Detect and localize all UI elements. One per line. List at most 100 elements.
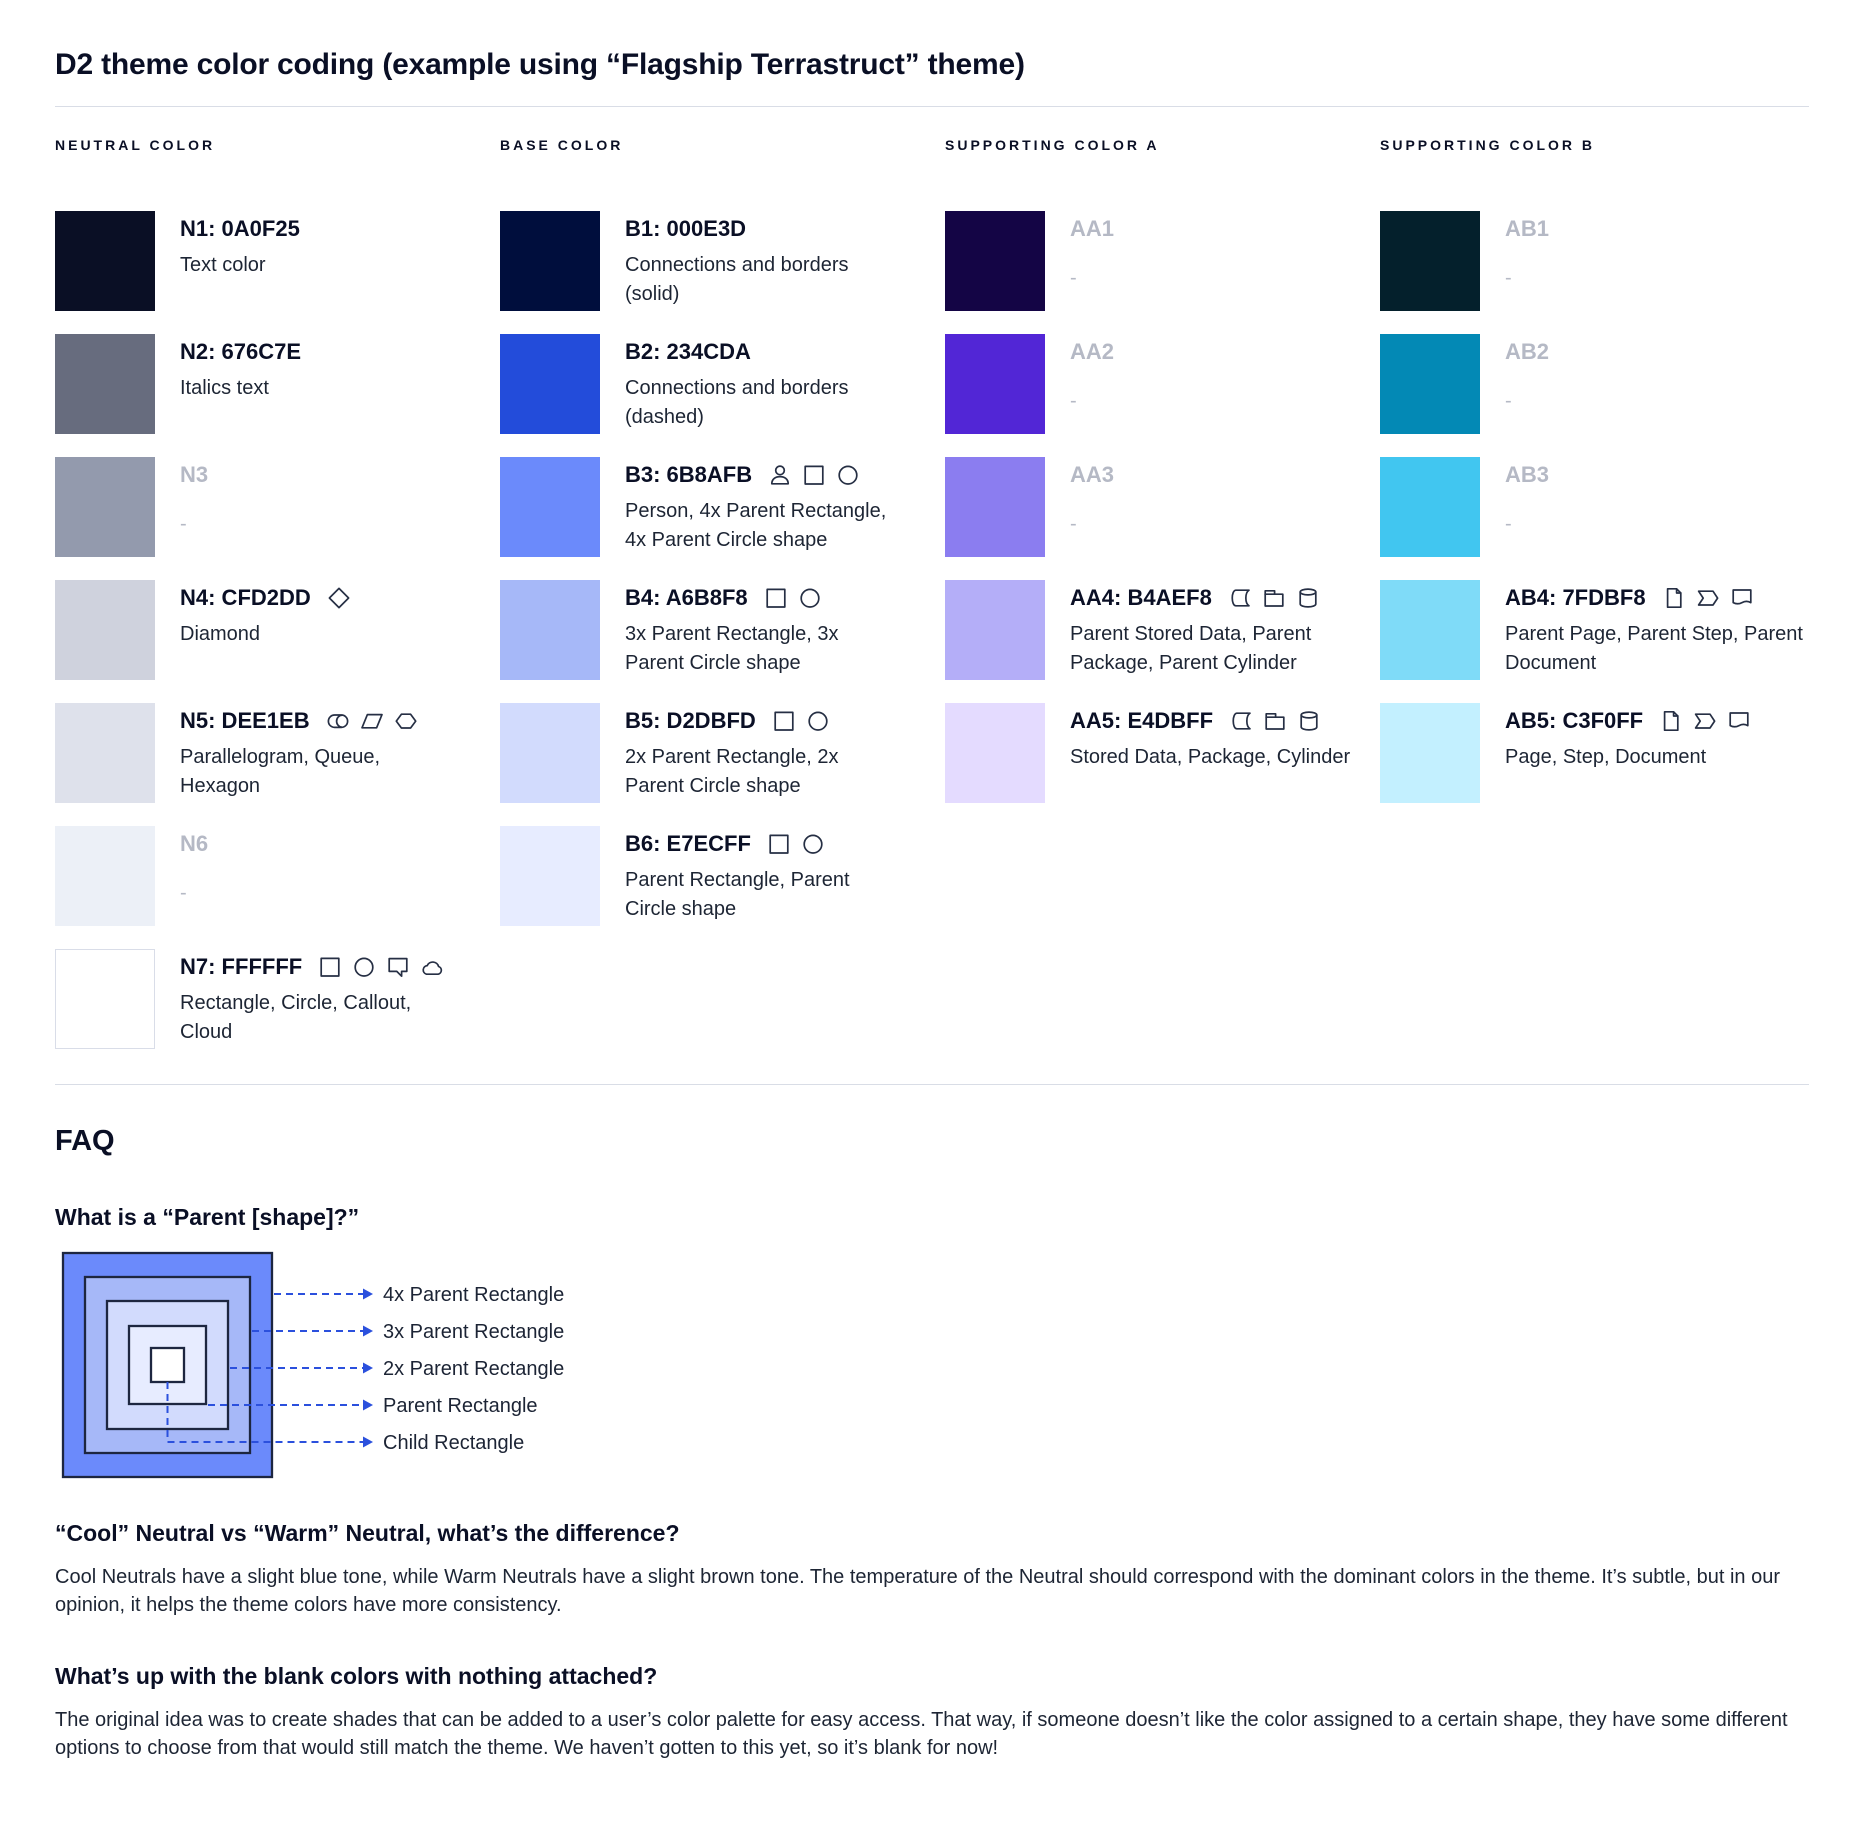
arrowhead-icon (363, 1362, 373, 1374)
swatch-icons (1228, 586, 1320, 610)
swatch-icons (1229, 709, 1321, 733)
swatch-info: B2: 234CDA Connections and borders (dash… (625, 334, 897, 434)
color-swatch (500, 580, 600, 680)
swatch-title: AB5: C3F0FF (1505, 708, 1751, 734)
swatch-label: B2: 234CDA (625, 339, 751, 364)
swatch-info: B4: A6B8F8 3x Parent Rectangle, 3x Paren… (625, 580, 897, 680)
swatch-description: Diamond (180, 623, 261, 645)
rectangle-icon (764, 586, 788, 610)
swatch-icons (764, 586, 822, 610)
swatch-row: B6: E7ECFF Parent Rectangle, Parent Circ… (500, 826, 945, 926)
swatch-row: B3: 6B8AFB Person, 4x Parent Rectangle, … (500, 457, 945, 557)
cloud-icon (420, 955, 444, 979)
question-heading-blank-colors: What’s up with the blank colors with not… (55, 1663, 658, 1689)
swatch-row: AB3 - (1380, 457, 1825, 557)
swatch-description: - (1505, 390, 1512, 412)
swatch-label: N6 (180, 831, 209, 856)
swatch-description: - (1070, 267, 1077, 289)
rectangle-icon (767, 832, 791, 856)
arrowhead-icon (363, 1288, 373, 1300)
step-icon (1696, 586, 1720, 610)
package-icon (1262, 586, 1286, 610)
swatch-icons (1662, 586, 1754, 610)
swatch-title: AB3 (1505, 462, 1565, 488)
swatch-row: B2: 234CDA Connections and borders (dash… (500, 334, 945, 434)
swatch-info: AA3 - (1070, 457, 1130, 557)
swatch-title: N7: FFFFFF (180, 954, 444, 980)
swatch-title: AB2 (1505, 339, 1565, 365)
swatch-info: N6 - (180, 826, 224, 926)
swatch-label: B3: 6B8AFB (625, 462, 753, 487)
color-swatch (500, 211, 600, 311)
column-rows: AA1 - AA2 - AA3 - AA4: (945, 211, 1380, 803)
swatch-description: Italics text (180, 377, 269, 399)
circle-icon (798, 586, 822, 610)
swatch-label: N2: 676C7E (180, 339, 302, 364)
swatch-row: N3 - (55, 457, 500, 557)
color-swatch (55, 703, 155, 803)
document-page: D2 theme color coding (example using “Fl… (55, 48, 1825, 1759)
swatch-info: B1: 000E3D Connections and borders (soli… (625, 211, 897, 311)
circle-icon (806, 709, 830, 733)
swatch-title: B5: D2DBFD (625, 708, 897, 734)
swatch-description: - (1505, 267, 1512, 289)
swatch-description: - (1070, 390, 1077, 412)
color-swatch (55, 334, 155, 434)
color-swatch (55, 457, 155, 557)
package-icon (1263, 709, 1287, 733)
swatch-icons (768, 463, 860, 487)
color-swatch (1380, 703, 1480, 803)
swatch-row: B1: 000E3D Connections and borders (soli… (500, 211, 945, 311)
swatch-description: 3x Parent Rectangle, 3x Parent Circle sh… (625, 623, 839, 674)
column-rows: AB1 - AB2 - AB3 - AB4: (1380, 211, 1825, 803)
swatch-row: AB1 - (1380, 211, 1825, 311)
divider (55, 1084, 1809, 1085)
swatch-info: N3 - (180, 457, 224, 557)
swatch-label: AA1 (1070, 216, 1115, 241)
page-icon (1662, 586, 1686, 610)
color-swatch (945, 703, 1045, 803)
swatch-icons (767, 832, 825, 856)
arrowhead-icon (363, 1399, 373, 1411)
swatch-icons (327, 586, 351, 610)
swatch-icons (772, 709, 830, 733)
callout-icon (386, 955, 410, 979)
swatch-row: AA3 - (945, 457, 1380, 557)
page-icon (1659, 709, 1683, 733)
diamond-icon (327, 586, 351, 610)
swatch-title: AA1 (1070, 216, 1130, 242)
swatch-title: B6: E7ECFF (625, 831, 897, 857)
column-header: NEUTRAL COLOR (55, 137, 216, 153)
arrowhead-icon (363, 1325, 373, 1337)
answer-text: The original idea was to create shades t… (55, 1709, 1788, 1759)
swatch-row: AA1 - (945, 211, 1380, 311)
color-swatch (55, 949, 155, 1049)
diagram-label: Parent Rectangle (383, 1395, 538, 1417)
swatch-description: Connections and borders (solid) (625, 254, 849, 305)
swatch-info: AB4: 7FDBF8 Parent Page, Parent Step, Pa… (1505, 580, 1825, 680)
swatch-title: N1: 0A0F25 (180, 216, 316, 242)
swatch-row: AB5: C3F0FF Page, Step, Document (1380, 703, 1825, 803)
swatch-info: N4: CFD2DD Diamond (180, 580, 351, 680)
swatch-row: AB2 - (1380, 334, 1825, 434)
color-swatch (945, 457, 1045, 557)
diagram-label: Child Rectangle (383, 1432, 524, 1454)
column-header: SUPPORTING COLOR B (1380, 137, 1596, 153)
color-swatch (1380, 211, 1480, 311)
swatch-info: AB2 - (1505, 334, 1565, 434)
circle-icon (836, 463, 860, 487)
color-swatch (1380, 334, 1480, 434)
document-icon (1727, 709, 1751, 733)
swatch-title: AA4: B4AEF8 (1070, 585, 1370, 611)
color-swatch (500, 826, 600, 926)
swatch-description: Connections and borders (dashed) (625, 377, 849, 428)
rectangle-icon (318, 955, 342, 979)
swatch-title: N6 (180, 831, 224, 857)
swatch-title: N5: DEE1EB (180, 708, 418, 734)
swatch-description: Parallelogram, Queue, Hexagon (180, 746, 381, 797)
swatch-icons (318, 955, 444, 979)
swatch-title: N3 (180, 462, 224, 488)
rectangle-icon (772, 709, 796, 733)
swatch-description: - (1505, 513, 1512, 535)
swatch-title: AA3 (1070, 462, 1130, 488)
